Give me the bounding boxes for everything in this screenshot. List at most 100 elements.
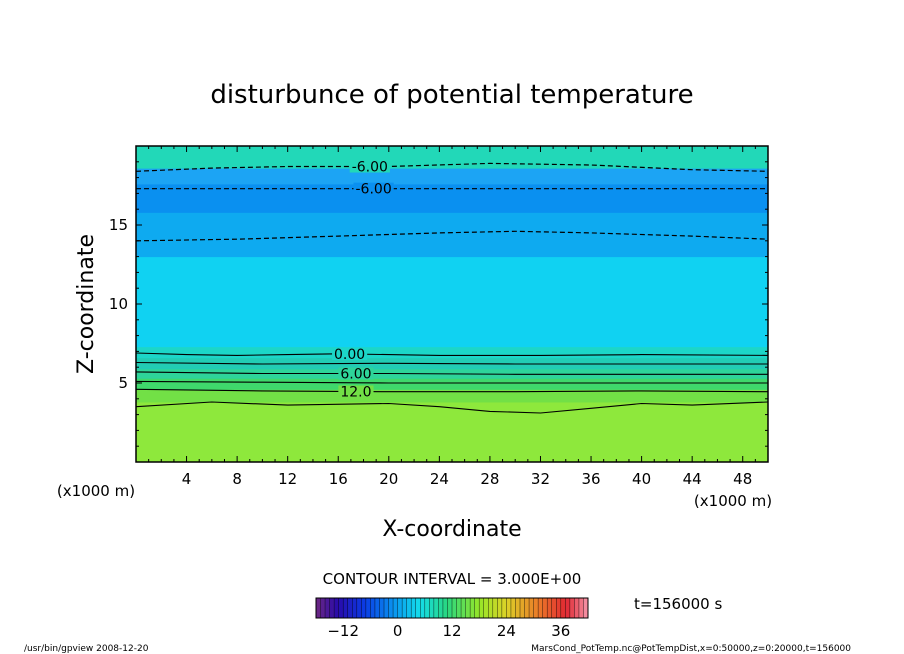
colorbar-cell-25 <box>429 598 435 618</box>
colorbar-cell-58 <box>578 598 584 618</box>
x-tick-label-8: 36 <box>581 470 600 488</box>
x-tick-label-9: 40 <box>632 470 651 488</box>
colorbar-cell-24 <box>424 598 430 618</box>
x-tick-label-5: 24 <box>430 470 449 488</box>
colorbar-cell-11 <box>365 598 371 618</box>
contour-line-2 <box>136 230 768 242</box>
contour-label-bg-5 <box>338 367 374 380</box>
colorbar-cell-13 <box>374 598 380 618</box>
colorbar-cell-56 <box>569 598 575 618</box>
colorbar-cell-18 <box>397 598 403 618</box>
colorbar-cell-19 <box>402 598 407 618</box>
colorbar-cell-49 <box>538 598 543 618</box>
colorbar-cell-44 <box>515 598 521 618</box>
colorbar-cell-2 <box>325 598 330 618</box>
colorbar-cell-57 <box>574 598 580 618</box>
x-tick-label-4: 20 <box>379 470 398 488</box>
colorbar <box>315 597 589 619</box>
contour-label-7: 12.0 <box>340 384 371 400</box>
colorbar-cell-15 <box>384 598 389 618</box>
colorbar-cell-51 <box>547 598 553 618</box>
x-tick-label-10: 44 <box>683 470 702 488</box>
colorbar-cell-50 <box>542 598 548 618</box>
colorbar-cell-53 <box>556 598 562 618</box>
contour-label-bg-1 <box>353 182 394 195</box>
x-axis-ticks: 4 8 12 16 20 24 28 32 36 40 44 48 <box>148 146 756 488</box>
contour-label-3: 0.00 <box>334 347 365 363</box>
colorbar-tick-label-3: 24 <box>497 622 516 640</box>
y-tick-label-0: 5 <box>118 374 128 392</box>
colorbar-cell-46 <box>524 598 530 618</box>
colorbar-cell-31 <box>456 598 462 618</box>
colorbar-tick-label-0: −12 <box>327 622 359 640</box>
contour-line-8 <box>136 401 768 414</box>
plot-area <box>136 146 768 462</box>
colorbar-cell-22 <box>415 598 421 618</box>
colorbar-tick-label-1: 0 <box>393 622 403 640</box>
colorbar-cell-42 <box>506 598 512 618</box>
colorbar-cell-38 <box>488 598 494 618</box>
colorbar-cell-16 <box>388 598 394 618</box>
colorbar-cell-34 <box>470 598 475 618</box>
contour-label-5: 6.00 <box>340 367 371 383</box>
contour-label-bg-7 <box>338 385 374 398</box>
heatmap-band-5 <box>136 346 768 359</box>
colorbar-cell-21 <box>411 598 417 618</box>
colorbar-cell-43 <box>510 598 516 618</box>
y-tick-label-2: 15 <box>109 216 128 234</box>
colorbar-tick-label-4: 36 <box>551 622 570 640</box>
colorbar-cell-10 <box>361 598 367 618</box>
x-tick-label-0: 4 <box>182 470 192 488</box>
footer-right: MarsCond_PotTemp.nc@PotTempDist,x=0:5000… <box>531 644 851 654</box>
y-tick-label-1: 10 <box>109 295 128 313</box>
colorbar-cell-40 <box>497 598 503 618</box>
colorbar-cell-54 <box>560 598 566 618</box>
x-unit-right: (x1000 m) <box>694 492 772 510</box>
colorbar-cell-20 <box>406 598 412 618</box>
colorbar-tick-label-2: 12 <box>442 622 461 640</box>
chart-title: disturbunce of potential temperature <box>210 80 693 110</box>
colorbar-cell-59 <box>583 598 589 618</box>
contour-label-bg-3 <box>332 347 368 360</box>
x-tick-label-7: 32 <box>531 470 550 488</box>
heatmap-band-7 <box>136 212 768 258</box>
contour-label-0: -6.00 <box>352 160 388 176</box>
contour-lines <box>136 162 768 414</box>
colorbar-cell-8 <box>352 598 358 618</box>
contour-line-6 <box>136 380 768 384</box>
colorbar-cell-37 <box>483 598 489 618</box>
contour-interval-label: CONTOUR INTERVAL = 3.000E+00 <box>323 570 582 588</box>
contour-line-0 <box>136 162 768 172</box>
colorbar-cell-1 <box>320 598 326 618</box>
x-tick-label-11: 48 <box>733 470 752 488</box>
colorbar-cell-52 <box>551 598 557 618</box>
colorbar-cell-41 <box>501 598 507 618</box>
time-label: t=156000 s <box>634 595 722 613</box>
colorbar-cell-35 <box>474 598 480 618</box>
heatmap-band-9 <box>136 168 768 185</box>
x-tick-label-3: 16 <box>329 470 348 488</box>
x-axis-label: X-coordinate <box>382 517 521 542</box>
contour-line-7 <box>136 388 768 393</box>
colorbar-cell-32 <box>461 598 466 618</box>
colorbar-cell-39 <box>492 598 498 618</box>
footer-left: /usr/bin/gpview 2008-12-20 <box>24 644 149 654</box>
colorbar-cell-9 <box>356 598 362 618</box>
contour-label-bg-0 <box>349 160 390 173</box>
contour-line-5 <box>136 371 768 375</box>
x-tick-label-6: 28 <box>480 470 499 488</box>
heatmap-band-0 <box>136 401 768 462</box>
colorbar-cell-26 <box>433 598 439 618</box>
colorbar-cell-30 <box>452 598 457 618</box>
colorbar-cell-55 <box>565 598 571 618</box>
heatmap-band-1 <box>136 389 768 403</box>
heatmap-band-2 <box>136 378 768 390</box>
heatmap-band-10 <box>136 146 768 169</box>
colorbar-cell-28 <box>442 598 448 618</box>
colorbar-cell-33 <box>465 598 471 618</box>
colorbar-cell-6 <box>343 598 349 618</box>
heatmap-band-6 <box>136 256 768 348</box>
colorbar-cell-47 <box>529 598 534 618</box>
